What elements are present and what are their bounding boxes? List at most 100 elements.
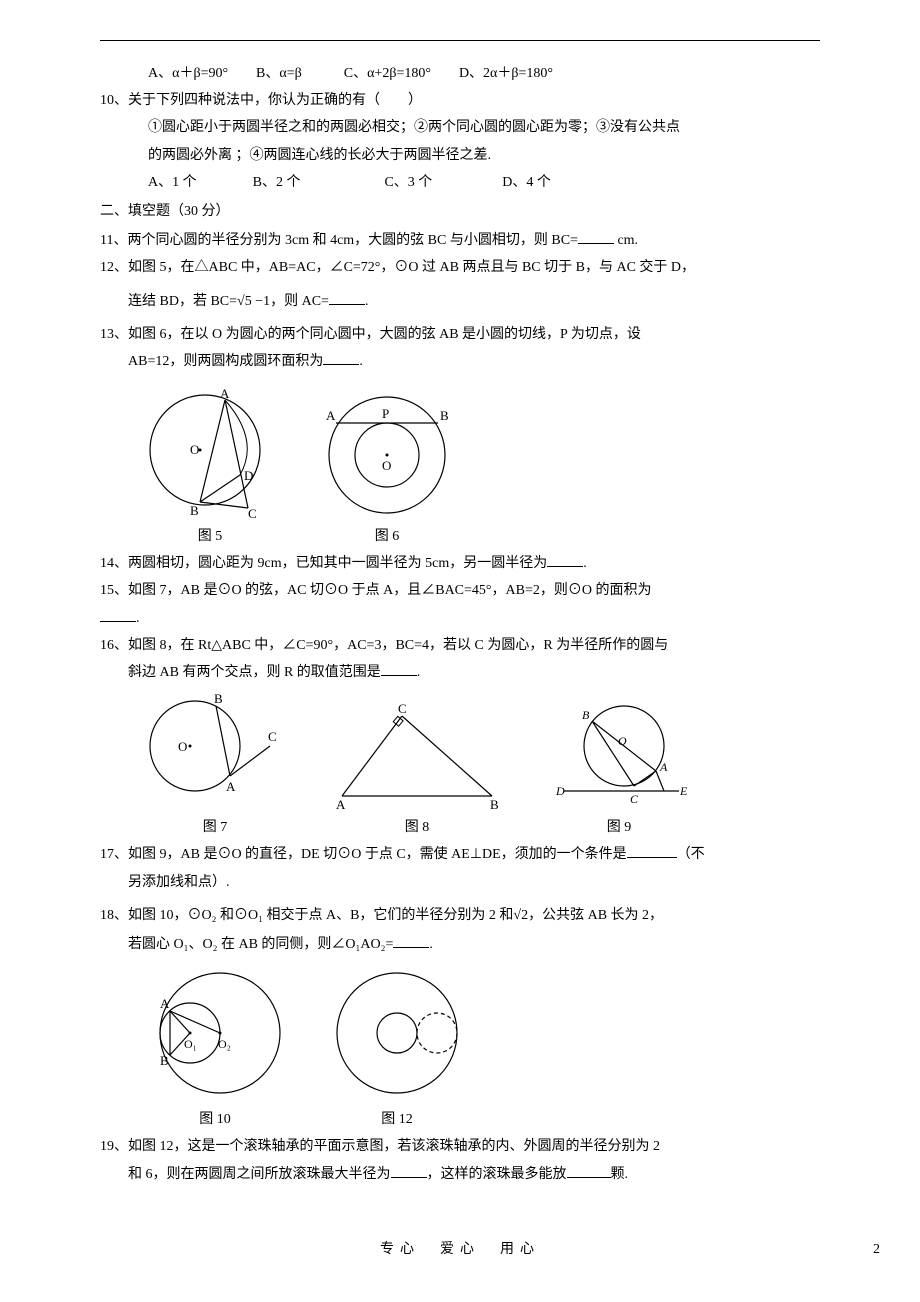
page-number: 2 <box>873 1237 880 1262</box>
q18-line1: 18、如图 10，⊙O₂ 和⊙O₁ 相交于点 A、B，它们的半径分别为 2 和√… <box>100 903 820 928</box>
q18-line2pre: 若圆心 O₁、O₂ 在 AB 的同侧，则∠O₁AO₂= <box>128 937 393 952</box>
figrow-5-6: O A D B C 图 5 <box>140 380 820 549</box>
q17-pre: 17、如图 9，AB 是⊙O 的直径，DE 切⊙O 于点 C，需使 AE⊥DE，… <box>100 847 627 862</box>
fig7-col: O B A C 图 7 <box>140 691 290 840</box>
fig8-C: C <box>398 701 407 716</box>
q19-blank1 <box>391 1163 427 1178</box>
fig9-A: A <box>659 760 668 774</box>
fig8-col: A B C 图 8 <box>322 701 512 840</box>
top-rule <box>100 40 820 41</box>
q13-line1: 13、如图 6，在以 O 为圆心的两个同心圆中，大圆的弦 AB 是小圆的切线，P… <box>100 322 820 347</box>
q11-blank <box>578 229 614 244</box>
fig5-label: 图 5 <box>198 524 223 549</box>
fig5-A: A <box>220 386 230 401</box>
figrow-7-8-9: O B A C 图 7 A B C 图 8 <box>140 691 820 840</box>
q19-line2pre: 和 6，则在两圆周之间所放滚珠最大半径为 <box>128 1167 391 1182</box>
q17: 17、如图 9，AB 是⊙O 的直径，DE 切⊙O 于点 C，需使 AE⊥DE，… <box>100 842 820 867</box>
fig5-svg: O A D B C <box>140 380 280 520</box>
fig9-col: O B A D E C 图 9 <box>544 701 694 840</box>
q12-blank <box>329 290 365 305</box>
fig7-A: A <box>226 779 236 794</box>
fig5-B: B <box>190 503 199 518</box>
page: A、α＋β=90° B、α=β C、α+2β=180° D、2α＋β=180° … <box>0 0 920 1292</box>
fig10-svg: A B O₁ O₂ <box>140 963 290 1103</box>
fig9-O: O <box>618 734 627 748</box>
q10-options: A、1 个 B、2 个 C、3 个 D、4 个 <box>100 170 820 195</box>
fig10-col: A B O₁ O₂ 图 10 <box>140 963 290 1132</box>
fig10-label: 图 10 <box>199 1107 231 1132</box>
fig6-P: P <box>382 406 389 421</box>
q10-line1: ①圆心距小于两圆半径之和的两圆必相交；②两个同心圆的圆心距为零；③没有公共点 <box>100 115 820 140</box>
fig12-label: 图 12 <box>381 1107 413 1132</box>
figrow-10-12: A B O₁ O₂ 图 10 图 12 <box>140 963 820 1132</box>
fig9-B: B <box>582 708 590 722</box>
fig5-D: D <box>244 468 253 483</box>
q11-post: cm. <box>614 233 638 248</box>
q16-blank <box>381 661 417 676</box>
fig6-O: O <box>382 458 391 473</box>
fig8-B: B <box>490 797 499 811</box>
q19-line2post: 颗. <box>611 1167 629 1182</box>
q12-line2: 连结 BD，若 BC=√5 −1，则 AC=. <box>100 289 820 314</box>
fig5-C: C <box>248 506 257 520</box>
q15-line2post: . <box>136 611 140 626</box>
q11: 11、两个同心圆的半径分别为 3cm 和 4cm，大圆的弦 BC 与小圆相切，则… <box>100 228 820 253</box>
q13-line2post: . <box>359 354 363 369</box>
fig10-O2: O₂ <box>218 1037 231 1051</box>
fig9-E: E <box>679 784 688 798</box>
q14-post: . <box>583 556 587 571</box>
fig8-label: 图 8 <box>405 815 430 840</box>
q13-blank <box>323 350 359 365</box>
fig9-label: 图 9 <box>607 815 632 840</box>
footer: 专心 爱心 用心 2 <box>100 1237 820 1262</box>
q17-post: （不 <box>677 847 705 862</box>
fig6-A: A <box>326 408 336 423</box>
fig7-B: B <box>214 691 223 706</box>
fig10-B: B <box>160 1053 169 1068</box>
q15-line1: 15、如图 7，AB 是⊙O 的弦，AC 切⊙O 于点 A，且∠BAC=45°，… <box>100 578 820 603</box>
q15-line2: . <box>100 606 820 631</box>
q14: 14、两圆相切，圆心距为 9cm，已知其中一圆半径为 5cm，另一圆半径为. <box>100 551 820 576</box>
fig7-label: 图 7 <box>203 815 228 840</box>
fig12-col: 图 12 <box>322 963 472 1132</box>
q12-line1: 12、如图 5，在△ABC 中，AB=AC，∠C=72°，⊙O 过 AB 两点且… <box>100 255 820 280</box>
fig6-svg: O A B P <box>312 380 462 520</box>
fig8-svg: A B C <box>322 701 512 811</box>
q12-line2pre: 连结 BD，若 BC=√5 −1，则 AC= <box>128 294 329 309</box>
q17-line2: 另添加线和点）. <box>100 870 820 895</box>
fig5-O: O <box>190 442 199 457</box>
fig6-label: 图 6 <box>375 524 400 549</box>
q15-blank <box>100 607 136 622</box>
fig8-A: A <box>336 797 346 811</box>
q13-line2pre: AB=12，则两圆构成圆环面积为 <box>128 354 323 369</box>
q18-blank <box>393 933 429 948</box>
q11-pre: 11、两个同心圆的半径分别为 3cm 和 4cm，大圆的弦 BC 与小圆相切，则… <box>100 233 578 248</box>
fig9-D: D <box>555 784 565 798</box>
fig7-svg: O B A C <box>140 691 290 811</box>
q19-line2mid: ，这样的滚珠最多能放 <box>427 1167 567 1182</box>
q13-line2: AB=12，则两圆构成圆环面积为. <box>100 349 820 374</box>
fig7-C: C <box>268 729 277 744</box>
q9-options: A、α＋β=90° B、α=β C、α+2β=180° D、2α＋β=180° <box>100 61 820 86</box>
fig10-A: A <box>160 996 170 1011</box>
fig10-O1: O₁ <box>184 1037 197 1051</box>
q16-line1: 16、如图 8，在 Rt△ABC 中，∠C=90°，AC=3，BC=4，若以 C… <box>100 633 820 658</box>
fig6-B: B <box>440 408 449 423</box>
section-2-title: 二、填空题（30 分） <box>100 199 820 224</box>
q16-line2post: . <box>417 665 421 680</box>
fig7-O: O <box>178 739 187 754</box>
q16-line2: 斜边 AB 有两个交点，则 R 的取值范围是. <box>100 660 820 685</box>
fig12-svg <box>322 963 472 1103</box>
fig5-col: O A D B C 图 5 <box>140 380 280 549</box>
fig9-svg: O B A D E C <box>544 701 694 811</box>
q19-blank2 <box>567 1163 611 1178</box>
q14-pre: 14、两圆相切，圆心距为 9cm，已知其中一圆半径为 5cm，另一圆半径为 <box>100 556 547 571</box>
fig9-C: C <box>630 792 639 806</box>
q14-blank <box>547 552 583 567</box>
q19-line1: 19、如图 12，这是一个滚珠轴承的平面示意图，若该滚珠轴承的内、外圆周的半径分… <box>100 1134 820 1159</box>
q12-line2post: . <box>365 294 369 309</box>
q18-line2: 若圆心 O₁、O₂ 在 AB 的同侧，则∠O₁AO₂=. <box>100 932 820 957</box>
q10-stem: 10、关于下列四种说法中，你认为正确的有（ ） <box>100 88 820 113</box>
q18-line2post: . <box>429 937 433 952</box>
fig6-col: O A B P 图 6 <box>312 380 462 549</box>
